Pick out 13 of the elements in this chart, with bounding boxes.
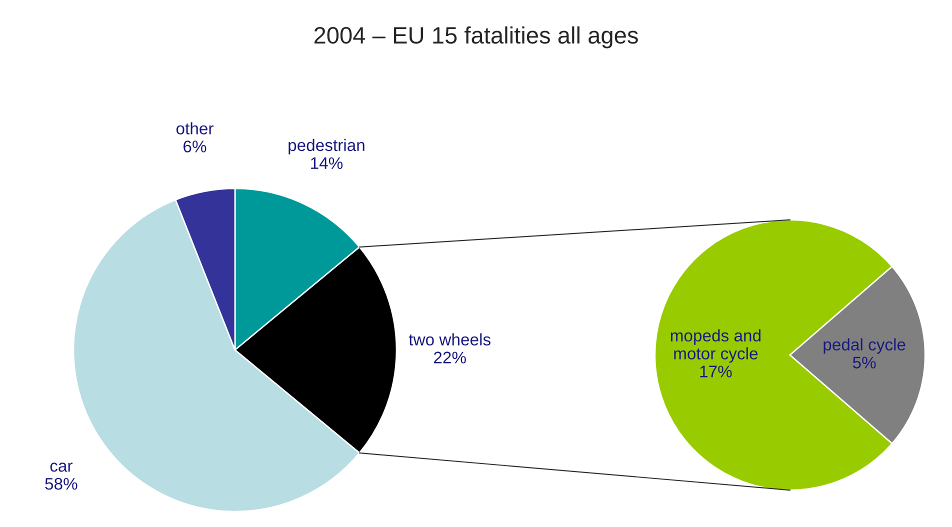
data-label: 6% <box>184 140 206 152</box>
slice-label: pedestrian <box>288 138 364 154</box>
data-label: 17% <box>700 366 732 378</box>
slice-label: pedal cycle <box>824 338 906 354</box>
data-label: 22% <box>434 352 466 364</box>
data-label: 14% <box>311 157 343 169</box>
slice-label: two wheels <box>408 333 490 346</box>
slice-label: other <box>176 122 214 134</box>
slice-label: car <box>50 462 72 472</box>
slice-label: mopeds and motor cycle <box>670 329 760 363</box>
data-label: 58% <box>45 478 78 490</box>
chart-title: 2004 – EU 15 fatalities all ages <box>314 26 638 48</box>
data-label: 5% <box>852 356 876 368</box>
